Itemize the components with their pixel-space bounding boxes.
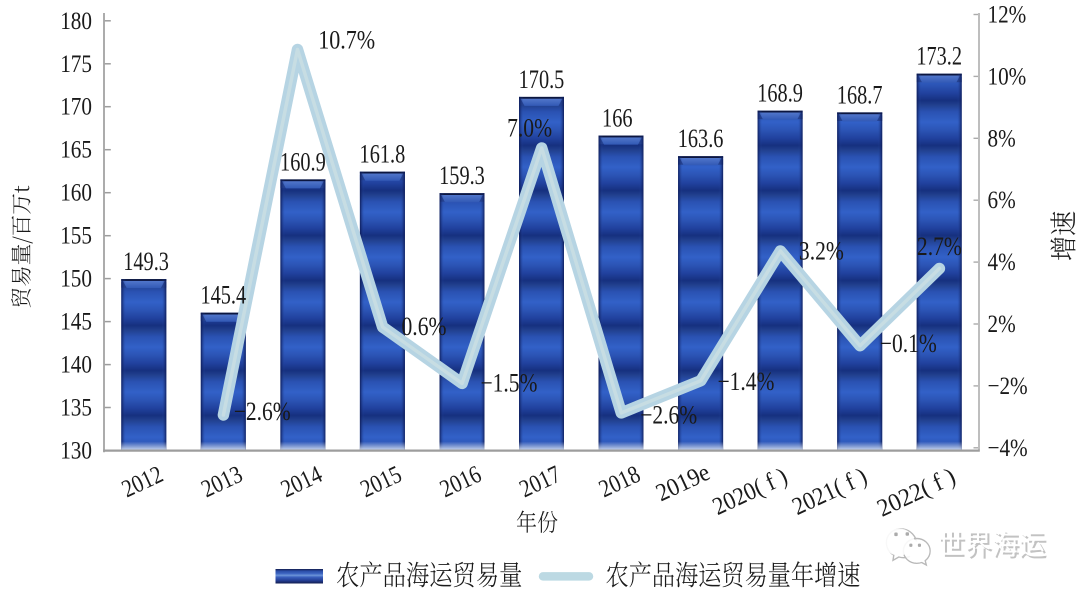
svg-text:2%: 2% (988, 311, 1016, 338)
svg-text:3.2%: 3.2% (799, 237, 844, 266)
svg-text:6%: 6% (988, 187, 1016, 214)
svg-text:160.9: 160.9 (280, 147, 326, 176)
svg-text:150: 150 (60, 266, 92, 293)
svg-text:−2.6%: −2.6% (640, 401, 697, 430)
svg-text:0.6%: 0.6% (402, 312, 447, 341)
svg-text:163.6: 163.6 (678, 124, 724, 153)
svg-text:149.3: 149.3 (123, 247, 169, 276)
svg-text:2.7%: 2.7% (917, 232, 962, 261)
svg-text:170: 170 (60, 94, 92, 121)
svg-text:140: 140 (60, 352, 92, 379)
svg-text:166: 166 (602, 104, 633, 133)
svg-text:168.7: 168.7 (837, 80, 883, 109)
svg-text:170.5: 170.5 (519, 65, 565, 94)
svg-text:130: 130 (60, 438, 92, 465)
svg-text:173.2: 173.2 (916, 42, 962, 71)
svg-text:−0.1%: −0.1% (880, 329, 937, 358)
svg-text:135: 135 (60, 395, 92, 422)
svg-text:160: 160 (60, 180, 92, 207)
svg-text:180: 180 (60, 8, 92, 35)
svg-text:165: 165 (60, 137, 92, 164)
svg-text:−2.6%: −2.6% (234, 397, 291, 426)
svg-text:161.8: 161.8 (360, 140, 406, 169)
svg-text:168.9: 168.9 (757, 79, 803, 108)
svg-text:8%: 8% (988, 125, 1016, 152)
svg-text:175: 175 (60, 51, 92, 78)
svg-text:145.4: 145.4 (200, 281, 246, 310)
svg-text:159.3: 159.3 (439, 161, 485, 190)
svg-text:−1.4%: −1.4% (718, 367, 775, 396)
svg-text:−2%: −2% (988, 373, 1028, 400)
svg-text:7.0%: 7.0% (507, 113, 552, 142)
svg-text:12%: 12% (988, 2, 1027, 29)
svg-text:4%: 4% (988, 249, 1016, 276)
svg-text:−4%: −4% (988, 435, 1028, 462)
svg-text:10.7%: 10.7% (318, 26, 375, 55)
svg-text:145: 145 (60, 309, 92, 336)
svg-text:155: 155 (60, 223, 92, 250)
svg-text:−1.5%: −1.5% (481, 368, 538, 397)
svg-text:10%: 10% (988, 63, 1027, 90)
